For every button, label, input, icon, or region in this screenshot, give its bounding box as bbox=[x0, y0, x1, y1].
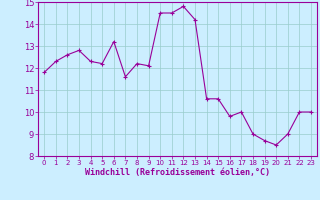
X-axis label: Windchill (Refroidissement éolien,°C): Windchill (Refroidissement éolien,°C) bbox=[85, 168, 270, 177]
